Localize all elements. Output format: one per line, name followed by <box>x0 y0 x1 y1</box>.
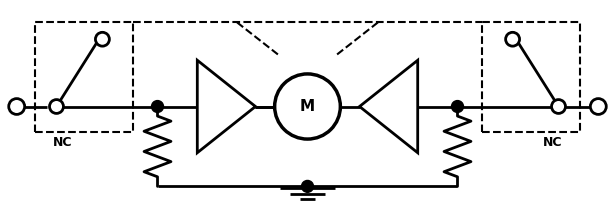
Text: NC: NC <box>542 136 562 149</box>
Text: M: M <box>300 99 315 114</box>
Ellipse shape <box>9 99 25 114</box>
Ellipse shape <box>552 100 565 113</box>
Ellipse shape <box>590 99 606 114</box>
Ellipse shape <box>50 100 63 113</box>
Ellipse shape <box>451 101 464 112</box>
Bar <box>35 22 133 132</box>
Ellipse shape <box>506 32 520 46</box>
Text: NC: NC <box>53 136 73 149</box>
Ellipse shape <box>275 74 340 139</box>
Ellipse shape <box>301 180 314 192</box>
Bar <box>482 22 580 132</box>
Ellipse shape <box>151 101 164 112</box>
Ellipse shape <box>95 32 109 46</box>
